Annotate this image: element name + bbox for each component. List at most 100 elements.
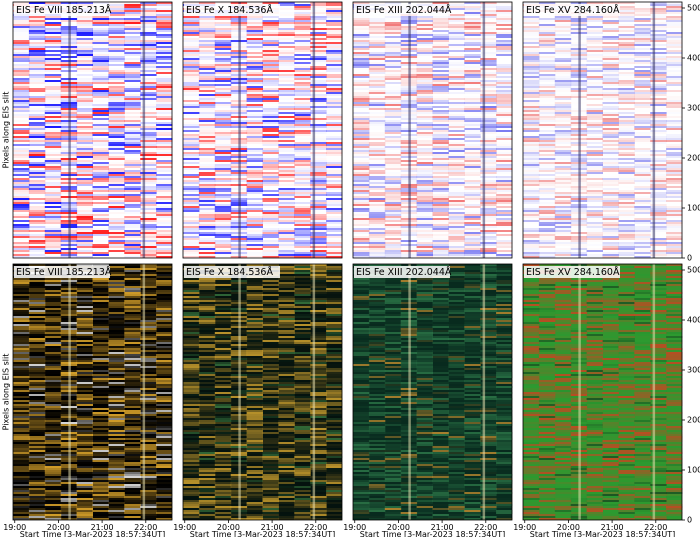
image-texture (666, 154, 683, 156)
image-texture (416, 202, 433, 204)
image-texture (586, 108, 603, 110)
image-texture (93, 212, 109, 214)
image-texture (326, 32, 343, 34)
image-texture (368, 98, 386, 100)
image-texture (523, 168, 540, 170)
image-texture (634, 112, 650, 114)
image-texture (496, 108, 512, 110)
image-texture (108, 90, 125, 92)
image-texture (140, 224, 157, 226)
image-texture (44, 80, 62, 82)
image-texture (294, 118, 311, 120)
image-texture (13, 136, 30, 138)
image-texture (108, 8, 125, 10)
image-texture (603, 34, 619, 36)
image-texture (156, 160, 173, 162)
image-texture (44, 148, 62, 150)
image-texture (28, 122, 46, 124)
image-texture (417, 166, 433, 168)
image-texture (353, 22, 370, 24)
image-texture (368, 232, 386, 234)
image-texture (140, 4, 157, 6)
image-texture (93, 52, 109, 54)
image-texture (416, 118, 433, 120)
image-texture (666, 212, 683, 214)
image-texture (278, 6, 294, 8)
image-texture (45, 128, 61, 130)
image-texture (76, 16, 93, 18)
image-texture (198, 104, 216, 106)
image-texture (650, 14, 667, 16)
image-texture (496, 144, 512, 146)
image-texture (538, 218, 556, 220)
image-texture (77, 206, 93, 208)
image-texture (554, 142, 572, 144)
image-texture (538, 170, 556, 172)
image-texture (416, 142, 433, 144)
image-texture (554, 40, 572, 42)
image-texture (384, 178, 402, 180)
image-texture (666, 120, 683, 122)
image-texture (384, 74, 402, 76)
image-texture (93, 72, 109, 74)
image-texture (310, 168, 327, 170)
image-texture (618, 8, 635, 10)
image-texture (140, 254, 157, 256)
image-texture (464, 142, 480, 144)
image-texture (44, 196, 62, 198)
image-texture (92, 144, 109, 146)
image-texture (183, 16, 200, 18)
image-texture (92, 76, 109, 78)
image-texture (183, 198, 200, 200)
image-texture (108, 50, 125, 52)
image-texture (464, 238, 481, 240)
image-texture (603, 60, 619, 62)
image-texture (76, 98, 93, 100)
image-texture (215, 140, 231, 142)
image-texture (587, 58, 603, 60)
image-texture (13, 38, 29, 40)
image-texture (618, 202, 635, 204)
image-texture (523, 96, 540, 98)
image-texture (368, 250, 386, 252)
image-texture (618, 218, 634, 220)
image-texture (538, 34, 556, 36)
image-texture (44, 186, 62, 188)
image-texture (634, 86, 651, 88)
image-texture (183, 60, 200, 62)
image-texture (432, 230, 449, 232)
image-texture (602, 62, 619, 64)
image-texture (448, 206, 464, 208)
image-texture (368, 26, 386, 28)
image-texture (294, 60, 310, 62)
image-texture (294, 148, 311, 150)
image-texture (262, 60, 279, 62)
image-texture (124, 6, 141, 8)
image-texture (13, 94, 30, 96)
image-texture (294, 108, 311, 110)
image-texture (214, 226, 232, 228)
image-texture (93, 26, 109, 28)
image-texture (278, 26, 294, 28)
image-texture (214, 146, 232, 148)
image-texture (368, 198, 386, 200)
image-texture (310, 84, 327, 86)
image-texture (650, 2, 667, 4)
image-texture (384, 70, 402, 72)
image-texture (538, 206, 556, 208)
image-texture (183, 74, 200, 76)
image-texture (650, 164, 667, 166)
image-texture (140, 232, 157, 234)
image-texture (13, 170, 30, 172)
image-texture (464, 206, 481, 208)
image-texture (417, 238, 433, 240)
image-texture (554, 114, 572, 116)
image-texture (603, 110, 619, 112)
image-texture (432, 176, 449, 178)
image-texture (554, 200, 572, 202)
image-texture (496, 234, 513, 236)
image-texture (262, 42, 279, 44)
image-texture (278, 164, 294, 166)
image-texture (634, 100, 650, 102)
